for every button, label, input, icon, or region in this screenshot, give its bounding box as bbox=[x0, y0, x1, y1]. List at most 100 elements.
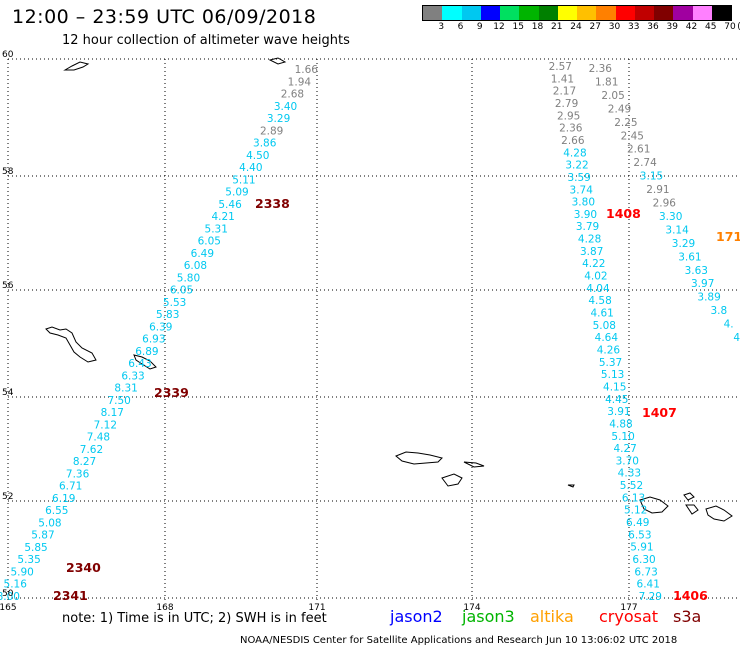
wave-height-point: 6.49 bbox=[626, 517, 649, 529]
island-andreanof-2 bbox=[683, 492, 695, 501]
wave-height-point: 3.86 bbox=[253, 138, 277, 150]
wave-height-point: 8.00 bbox=[0, 591, 20, 603]
wave-height-point: 5.08 bbox=[593, 320, 616, 332]
colorbar-label: 27 bbox=[589, 22, 601, 32]
wave-height-point: 4.50 bbox=[246, 150, 269, 162]
wave-height-point: 7.36 bbox=[66, 468, 90, 480]
colorbar-swatch bbox=[557, 6, 577, 20]
wave-height-point: 5.46 bbox=[218, 199, 242, 211]
lon-label: 177 bbox=[620, 603, 637, 613]
lat-lon-grid bbox=[7, 58, 740, 602]
wave-height-point: 2.36 bbox=[589, 63, 613, 75]
pass-time-label: 2338 bbox=[255, 196, 290, 211]
colorbar-label: 30 bbox=[608, 22, 621, 32]
colorbar-label: 33 bbox=[628, 22, 640, 32]
wave-height-point: 2.05 bbox=[601, 90, 624, 102]
island-attu bbox=[45, 326, 97, 363]
pass-time-label: 1407 bbox=[642, 405, 677, 420]
legend-jason3: jason3 bbox=[462, 607, 515, 626]
wave-height-point: 2.91 bbox=[646, 184, 669, 196]
wave-height-point: 4.22 bbox=[582, 258, 605, 270]
wave-height-point: 5.87 bbox=[31, 530, 54, 542]
colorbar-label: (ft) bbox=[737, 22, 740, 32]
wave-height-point: 5.10 bbox=[611, 431, 634, 443]
wave-height-point: 6.39 bbox=[149, 321, 172, 333]
wave-height-point: 5.85 bbox=[24, 542, 47, 554]
wave-height-point: 7.62 bbox=[80, 444, 103, 456]
island-near bbox=[133, 354, 157, 370]
legend-s3a: s3a bbox=[673, 607, 702, 626]
colorbar-swatch bbox=[711, 6, 731, 20]
pass-time-label: 2340 bbox=[66, 560, 101, 575]
wave-height-point: 2.45 bbox=[621, 130, 644, 142]
legend-altika: altika bbox=[530, 607, 574, 626]
wave-height-point: 1.81 bbox=[595, 76, 618, 88]
wave-height-point: 5.12 bbox=[624, 505, 647, 517]
wave-height-point: 5.16 bbox=[4, 579, 28, 591]
colorbar-label: 42 bbox=[685, 22, 698, 32]
colorbar-swatch bbox=[596, 6, 616, 20]
wave-height-point: 6.05 bbox=[198, 236, 221, 248]
wave-height-point: 4.04 bbox=[586, 283, 610, 295]
altimeter-track-cryosat: 2.571.412.172.792.952.362.664.283.223.59… bbox=[549, 61, 740, 603]
lat-label: 58 bbox=[2, 167, 14, 177]
lon-label: 168 bbox=[156, 603, 173, 613]
island-rat-1 bbox=[463, 461, 485, 468]
colorbar-label: 3 bbox=[438, 22, 445, 32]
wave-height-point: 4.33 bbox=[618, 468, 641, 480]
wave-height-point: 2.49 bbox=[608, 103, 631, 115]
legend-cryosat: cryosat bbox=[599, 607, 659, 626]
wave-height-point: 6.71 bbox=[59, 481, 82, 493]
wave-height-point: 4.61 bbox=[590, 308, 613, 320]
wave-height-point: 3.63 bbox=[685, 265, 708, 277]
lat-label: 56 bbox=[2, 281, 14, 291]
wave-height-point: 2.95 bbox=[557, 110, 580, 122]
wave-height-point: 2.79 bbox=[555, 98, 578, 110]
colorbar-swatch bbox=[577, 6, 597, 20]
wave-height-point: 7.12 bbox=[94, 419, 117, 431]
colorbar-label: 15 bbox=[512, 22, 524, 32]
wave-height-point: 5.09 bbox=[225, 187, 248, 199]
wave-height-point: 3.61 bbox=[678, 251, 701, 263]
pass-time-label: 2341 bbox=[53, 588, 88, 603]
wave-height-point: 4.64 bbox=[595, 332, 619, 344]
wave-height-point: 2.96 bbox=[653, 198, 677, 210]
colorbar-label: 45 bbox=[705, 22, 717, 32]
wave-height-point: 8.31 bbox=[114, 383, 137, 395]
island-andreanof-3 bbox=[685, 504, 699, 515]
lon-label: 174 bbox=[463, 603, 480, 613]
colorbar-swatch bbox=[538, 6, 558, 20]
colorbar-swatch bbox=[673, 6, 693, 20]
wave-height-point: 5.13 bbox=[601, 369, 624, 381]
wave-height-point: 6.19 bbox=[52, 493, 75, 505]
wave-height-point: 7.48 bbox=[87, 432, 110, 444]
wave-height-point: 5.91 bbox=[630, 542, 653, 554]
wave-height-point: 1.66 bbox=[295, 64, 319, 76]
wave-height-point: 6.30 bbox=[632, 554, 655, 566]
wave-height-point: 5.83 bbox=[156, 309, 179, 321]
wave-height-point: 4.26 bbox=[597, 344, 621, 356]
colorbar-label: 9 bbox=[476, 22, 483, 32]
wave-height-point: 4.45 bbox=[605, 394, 628, 406]
pass-time-label: 1408 bbox=[606, 206, 641, 221]
colorbar-swatch bbox=[519, 6, 539, 20]
wave-height-point: 3.97 bbox=[691, 278, 714, 290]
wave-height-point: 5.52 bbox=[620, 480, 643, 492]
wave-height-point: 2.61 bbox=[627, 144, 650, 156]
colorbar-label: 24 bbox=[570, 22, 582, 32]
wave-height-point: 3.29 bbox=[267, 113, 290, 125]
wave-height-point: 3.80 bbox=[572, 197, 595, 209]
island-top-right bbox=[268, 57, 287, 65]
colorbar-swatch bbox=[692, 6, 712, 20]
wave-height-point: 5.11 bbox=[232, 174, 255, 186]
wave-height-point: 5.35 bbox=[17, 554, 40, 566]
wave-height-point: 3.14 bbox=[665, 224, 689, 236]
colorbar-swatch bbox=[423, 6, 443, 20]
wave-height-point: 6.13 bbox=[622, 492, 645, 504]
colorbar-swatch bbox=[634, 6, 654, 20]
wave-height-point: 6.53 bbox=[628, 529, 651, 541]
wave-height-point: 2.57 bbox=[549, 61, 572, 73]
map-title: 12:00 – 23:59 UTC 06/09/2018 bbox=[12, 6, 317, 28]
wave-height-point: 3.79 bbox=[576, 221, 599, 233]
